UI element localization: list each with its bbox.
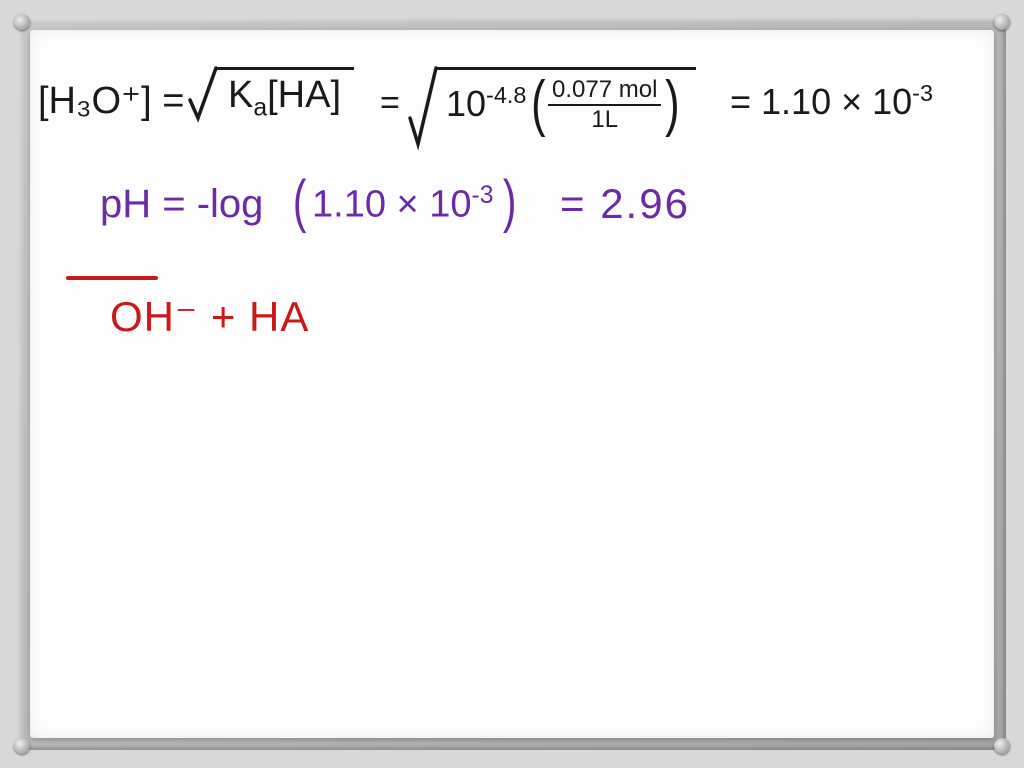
ph-lhs: pH = -log [100,182,263,227]
sqrt1-ka: Ka[HA] [228,74,341,123]
sqrt-symbol-1 [188,62,224,124]
ph-paren-close: ) [503,168,517,235]
frame-rivet [994,738,1010,754]
sqrt2-paren-open: ( [531,68,545,139]
reaction-red: OH⁻ + HA [110,292,309,341]
eq-h3o-lhs: [H₃O⁺] = [38,78,184,123]
sqrt-bar-2 [436,67,696,70]
frame-rivet [994,14,1010,30]
red-divider [66,276,158,280]
eq-result-1: = 1.10 × 10-3 [730,80,933,123]
frame-rivet [14,738,30,754]
sqrt2-paren-close: ) [665,68,679,139]
whiteboard-surface: [H₃O⁺] = Ka[HA] = 10-4.8 ( 0.077 mol 1L … [30,30,994,738]
sqrt2-tenpow: 10-4.8 [446,82,526,125]
ph-inner: 1.10 × 10-3 [312,182,494,227]
sqrt2-frac: 0.077 mol 1L [548,78,661,132]
sqrt-bar-1 [216,67,354,70]
frame-rivet [14,14,30,30]
sqrt-symbol-2 [408,62,444,152]
ph-paren-open: ( [293,168,307,235]
ph-result: = 2.96 [560,180,690,228]
eq-mid-1: = [380,84,400,123]
whiteboard-frame: [H₃O⁺] = Ka[HA] = 10-4.8 ( 0.077 mol 1L … [18,18,1006,750]
